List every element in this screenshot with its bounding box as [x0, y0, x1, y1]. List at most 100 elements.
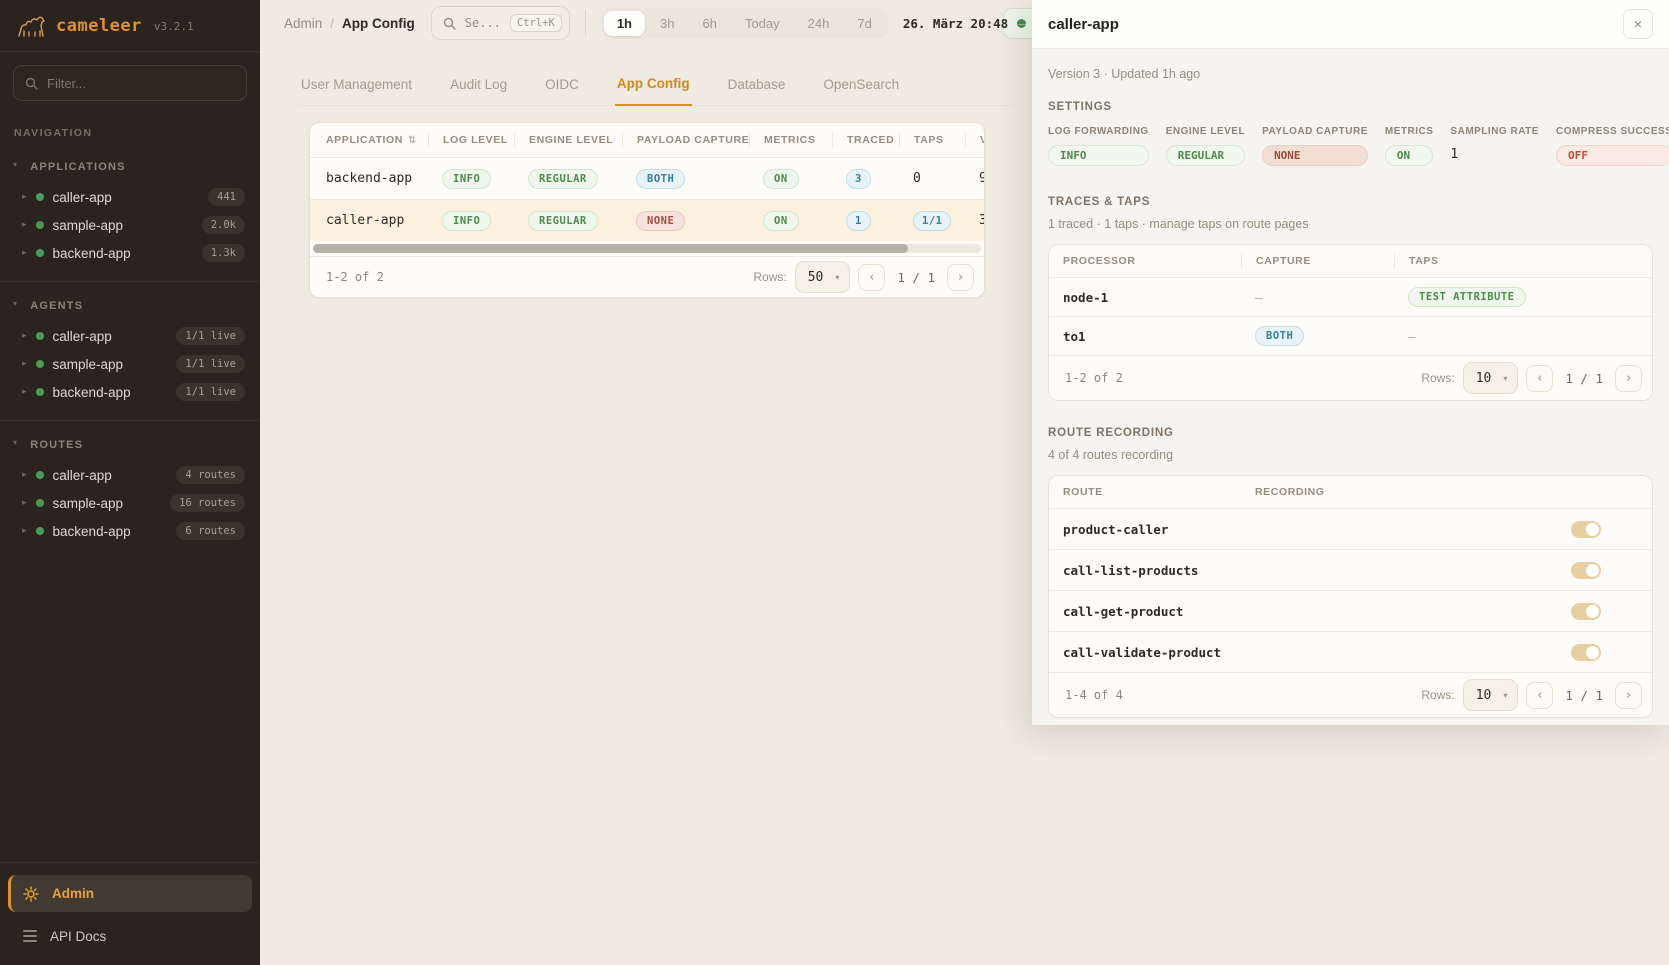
tab-audit-log[interactable]: Audit Log: [450, 77, 508, 92]
tab-opensearch[interactable]: OpenSearch: [823, 77, 900, 92]
sidebar-item-agents-sample-app[interactable]: ▸ sample-app 1/1 live: [13, 350, 247, 378]
setting-value-badge: REGULAR: [1165, 145, 1246, 166]
expand-caret-icon[interactable]: ▸: [22, 526, 27, 536]
next-page-button[interactable]: ›: [1615, 681, 1642, 709]
sidebar-item-api-docs[interactable]: API Docs: [8, 919, 252, 953]
sidebar-item-agents-backend-app[interactable]: ▸ backend-app 1/1 live: [13, 378, 247, 406]
status-dot-icon: [35, 360, 44, 368]
cell-payload-capture: NONE: [622, 210, 749, 231]
chevron-right-icon: ›: [1624, 370, 1633, 386]
trace-row-node-1[interactable]: node-1 — TEST ATTRIBUTE: [1049, 277, 1652, 316]
settings-section-label: SETTINGS: [1048, 101, 1112, 113]
time-range-1h[interactable]: 1h: [603, 10, 645, 36]
cell-route: call-list-products: [1063, 562, 1199, 578]
sidebar-item-routes-sample-app[interactable]: ▸ sample-app 16 routes: [13, 489, 247, 517]
global-search-button[interactable]: Se... Ctrl+K: [430, 6, 570, 40]
route-row-call-validate-product[interactable]: call-validate-product: [1049, 631, 1652, 672]
close-icon: ×: [1633, 16, 1643, 32]
column-header-application[interactable]: APPLICATION ⇅: [326, 134, 417, 146]
time-range-today[interactable]: Today: [744, 15, 780, 31]
sidebar-item-routes-backend-app[interactable]: ▸ backend-app 6 routes: [13, 517, 247, 545]
expand-caret-icon[interactable]: ▸: [22, 387, 27, 397]
sidebar-item-applications-sample-app[interactable]: ▸ sample-app 2.0k: [13, 211, 247, 239]
cell-taps: 0: [913, 171, 921, 186]
horizontal-scrollbar-track: [313, 244, 981, 253]
filter-input[interactable]: Filter...: [13, 65, 247, 101]
expand-caret-icon[interactable]: ▸: [22, 498, 27, 508]
route-row-call-get-product[interactable]: call-get-product: [1049, 590, 1652, 631]
toggle-knob: [1586, 522, 1599, 536]
status-dot-icon: [35, 471, 44, 479]
time-range-segmented-control: 1h 3h 6h Today 24h 7d: [600, 7, 888, 39]
tab-user-management[interactable]: User Management: [301, 77, 413, 92]
cell-log-level: INFO: [428, 168, 514, 189]
expand-caret-icon[interactable]: ▸: [22, 220, 27, 230]
tab-app-config[interactable]: App Config: [614, 66, 692, 106]
horizontal-scrollbar-thumb[interactable]: [313, 244, 908, 253]
page-indicator: 1 / 1: [1565, 370, 1603, 386]
sort-icon[interactable]: ⇅: [408, 134, 417, 146]
previous-page-button[interactable]: ‹: [1526, 364, 1554, 392]
filter-placeholder: Filter...: [47, 75, 87, 91]
rows-per-page-label: Rows:: [753, 270, 787, 284]
next-page-button[interactable]: ›: [1615, 364, 1642, 392]
status-dot-icon: [35, 527, 44, 535]
tab-database[interactable]: Database: [727, 77, 786, 92]
status-dot-icon: [35, 221, 44, 229]
time-range-24h[interactable]: 24h: [807, 15, 830, 31]
next-page-button[interactable]: ›: [947, 263, 974, 291]
recording-toggle-on[interactable]: [1571, 561, 1601, 579]
sidebar-item-label: backend-app: [52, 384, 131, 400]
date-range-dash: —: [1018, 15, 1026, 31]
sidebar-item-admin[interactable]: Admin: [8, 875, 252, 912]
table-row-backend-app[interactable]: backend-app INFO REGULAR BOTH ON 3 0 9: [310, 157, 984, 199]
chevron-down-icon: ▾: [1503, 373, 1508, 383]
gear-icon: [23, 885, 39, 902]
breadcrumb: Admin / App Config: [284, 16, 415, 31]
recording-toggle-on[interactable]: [1571, 643, 1601, 661]
taps-badge: 1/1: [913, 210, 952, 231]
expand-caret-icon[interactable]: ▸: [22, 192, 27, 202]
column-header-engine-level: ENGINE LEVEL: [514, 132, 622, 148]
recording-toggle-on[interactable]: [1571, 520, 1601, 538]
recording-toggle-on[interactable]: [1571, 602, 1601, 620]
breadcrumb-parent[interactable]: Admin: [284, 15, 323, 31]
expand-caret-icon[interactable]: ▸: [22, 331, 27, 341]
close-panel-button[interactable]: ×: [1623, 9, 1653, 39]
sidebar-item-applications-caller-app[interactable]: ▸ caller-app 441: [13, 183, 247, 211]
table-row-caller-app[interactable]: caller-app INFO REGULAR NONE ON 1 1/1 3: [310, 199, 984, 241]
sidebar-item-badge: 1/1 live: [176, 327, 245, 345]
sidebar-spacer: [0, 555, 260, 862]
trace-row-to1[interactable]: to1 BOTH —: [1049, 316, 1652, 355]
rows-per-page-select[interactable]: 50 ▾: [794, 261, 851, 293]
rows-per-page-label: Rows:: [1421, 371, 1455, 385]
cell-taps: TEST ATTRIBUTE: [1394, 287, 1652, 307]
tab-oidc[interactable]: OIDC: [545, 77, 579, 92]
logo-row[interactable]: cameleer v3.2.1: [0, 0, 260, 52]
sidebar-group-header-applications[interactable]: ▾ APPLICATIONS: [13, 159, 247, 183]
sidebar-item-routes-caller-app[interactable]: ▸ caller-app 4 routes: [13, 461, 247, 489]
expand-caret-icon[interactable]: ▸: [22, 248, 27, 258]
rows-per-page-select[interactable]: 10 ▾: [1462, 679, 1519, 711]
metrics-badge: ON: [763, 210, 799, 231]
chevron-left-icon: ‹: [1535, 370, 1544, 386]
expand-caret-icon[interactable]: ▸: [22, 359, 27, 369]
sidebar-group-header-agents[interactable]: ▾ AGENTS: [13, 298, 247, 322]
time-range-7d[interactable]: 7d: [857, 15, 872, 31]
rows-per-page-select[interactable]: 10 ▾: [1462, 362, 1519, 394]
previous-page-button[interactable]: ‹: [1526, 681, 1554, 709]
sidebar-item-agents-caller-app[interactable]: ▸ caller-app 1/1 live: [13, 322, 247, 350]
chevron-left-icon: ‹: [1535, 687, 1544, 703]
table-footer: 1-2 of 2 Rows: 50 ▾ ‹ 1 / 1 ›: [310, 256, 984, 297]
sidebar-item-applications-backend-app[interactable]: ▸ backend-app 1.3k: [13, 239, 247, 267]
expand-caret-icon[interactable]: ▸: [22, 470, 27, 480]
route-row-product-caller[interactable]: product-caller: [1049, 508, 1652, 549]
search-icon: [443, 17, 456, 30]
time-range-3h[interactable]: 3h: [660, 15, 675, 31]
route-row-call-list-products[interactable]: call-list-products: [1049, 549, 1652, 590]
breadcrumb-current: App Config: [342, 15, 415, 31]
time-range-6h[interactable]: 6h: [702, 15, 717, 31]
sidebar-group-header-routes[interactable]: ▾ ROUTES: [13, 437, 247, 461]
traces-table-footer: 1-2 of 2 Rows: 10 ▾ ‹ 1 / 1 ›: [1049, 355, 1652, 400]
previous-page-button[interactable]: ‹: [858, 263, 886, 291]
